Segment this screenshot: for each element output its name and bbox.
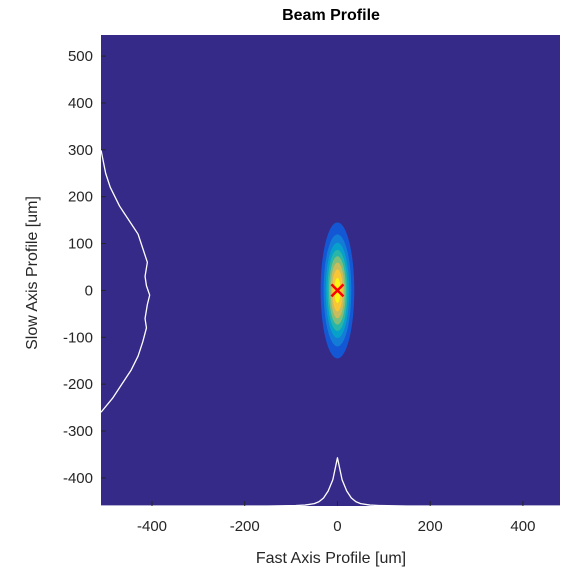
y-tick-label: 400 <box>68 95 93 112</box>
y-tick-label: -300 <box>63 423 93 440</box>
y-axis-label: Slow Axis Profile [um] <box>24 196 41 350</box>
y-tick-label: 100 <box>68 236 93 253</box>
x-tick-label: -400 <box>137 518 167 535</box>
slow-axis-profile-line <box>101 149 151 413</box>
x-tick-label: 200 <box>418 518 443 535</box>
y-tick-label: -200 <box>63 376 93 393</box>
x-tick-label: 0 <box>333 518 341 535</box>
y-tick-label: -100 <box>63 329 93 346</box>
x-tick-label: -200 <box>230 518 260 535</box>
axes: -400 -200 0 200 400 500 400 300 200 100 0 -100 -200 -… <box>63 48 535 535</box>
profile-lines <box>101 149 560 506</box>
y-tick-label: -400 <box>63 470 93 487</box>
y-tick-label: 500 <box>68 48 93 65</box>
fast-axis-profile-line <box>101 457 560 506</box>
marker-stroke-b <box>330 283 345 298</box>
centroid-marker <box>330 283 345 298</box>
x-tick-label: 400 <box>510 518 535 535</box>
chart-title: Beam Profile <box>282 7 380 24</box>
y-tick-label: 300 <box>68 142 93 159</box>
y-tick-label: 0 <box>85 282 93 299</box>
x-axis-label: Fast Axis Profile [um] <box>256 550 406 567</box>
y-tick-label: 200 <box>68 189 93 206</box>
